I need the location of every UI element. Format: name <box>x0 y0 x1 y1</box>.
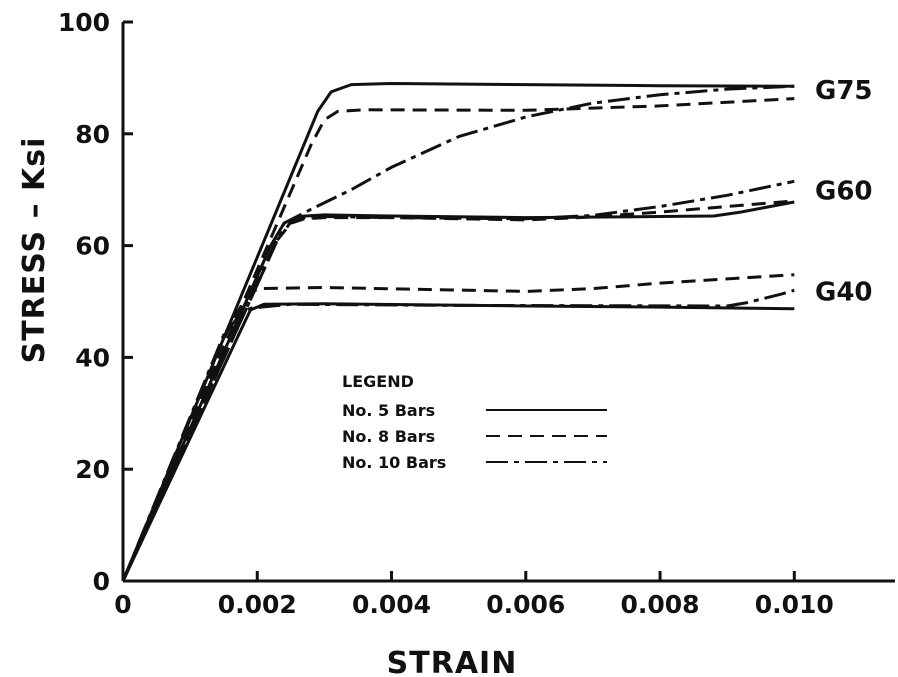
series-g60-solid <box>121 200 795 582</box>
y-tick-label: 0 <box>93 567 110 596</box>
x-tick-label: 0.002 <box>218 590 297 619</box>
series-g60-dashdot <box>121 179 795 582</box>
grade-labels: G75 G60 G40 <box>815 76 873 307</box>
grade-label-g40: G40 <box>815 277 873 307</box>
x-tick-label: 0.004 <box>352 590 431 619</box>
tick-marks <box>121 20 796 583</box>
legend-title: LEGEND <box>342 372 414 391</box>
legend-entry-label: No. 10 Bars <box>342 453 446 472</box>
y-tick-label: 20 <box>75 455 110 484</box>
x-tick-label: 0.008 <box>621 590 700 619</box>
legend-entries: No. 5 Bars No. 8 Bars No. 10 Bars <box>342 401 607 472</box>
x-tick-label: 0 <box>114 590 131 619</box>
x-tick-label: 0.006 <box>486 590 565 619</box>
series-g60-dashed <box>121 199 795 582</box>
tick-labels: 0 0.002 0.004 0.006 0.008 0.010 0 20 40 60 80 100 <box>58 8 834 619</box>
y-axis-title: STRESS – Ksi <box>17 137 52 364</box>
series-g40-dashdot <box>121 288 795 582</box>
series-g40-dashed <box>121 273 795 582</box>
series-g75-solid <box>121 82 795 582</box>
legend: LEGEND No. 5 Bars No. 8 Bars No. 10 Bars <box>342 372 607 472</box>
grade-label-g60: G60 <box>815 177 873 207</box>
y-tick-label: 80 <box>75 120 110 149</box>
x-tick-label: 0.010 <box>755 590 834 619</box>
grade-label-g75: G75 <box>815 76 873 106</box>
x-axis-title: STRAIN <box>387 646 518 677</box>
series-g75-dashed <box>121 97 795 582</box>
legend-entry-label: No. 8 Bars <box>342 427 435 446</box>
legend-entry-label: No. 5 Bars <box>342 401 435 420</box>
series-g40-solid <box>121 302 795 582</box>
series-g75-dashdot <box>121 84 795 582</box>
axes <box>121 22 895 583</box>
y-tick-label: 100 <box>58 8 110 37</box>
series-layer <box>121 82 795 582</box>
y-tick-label: 40 <box>75 343 110 372</box>
y-tick-label: 60 <box>75 232 110 261</box>
